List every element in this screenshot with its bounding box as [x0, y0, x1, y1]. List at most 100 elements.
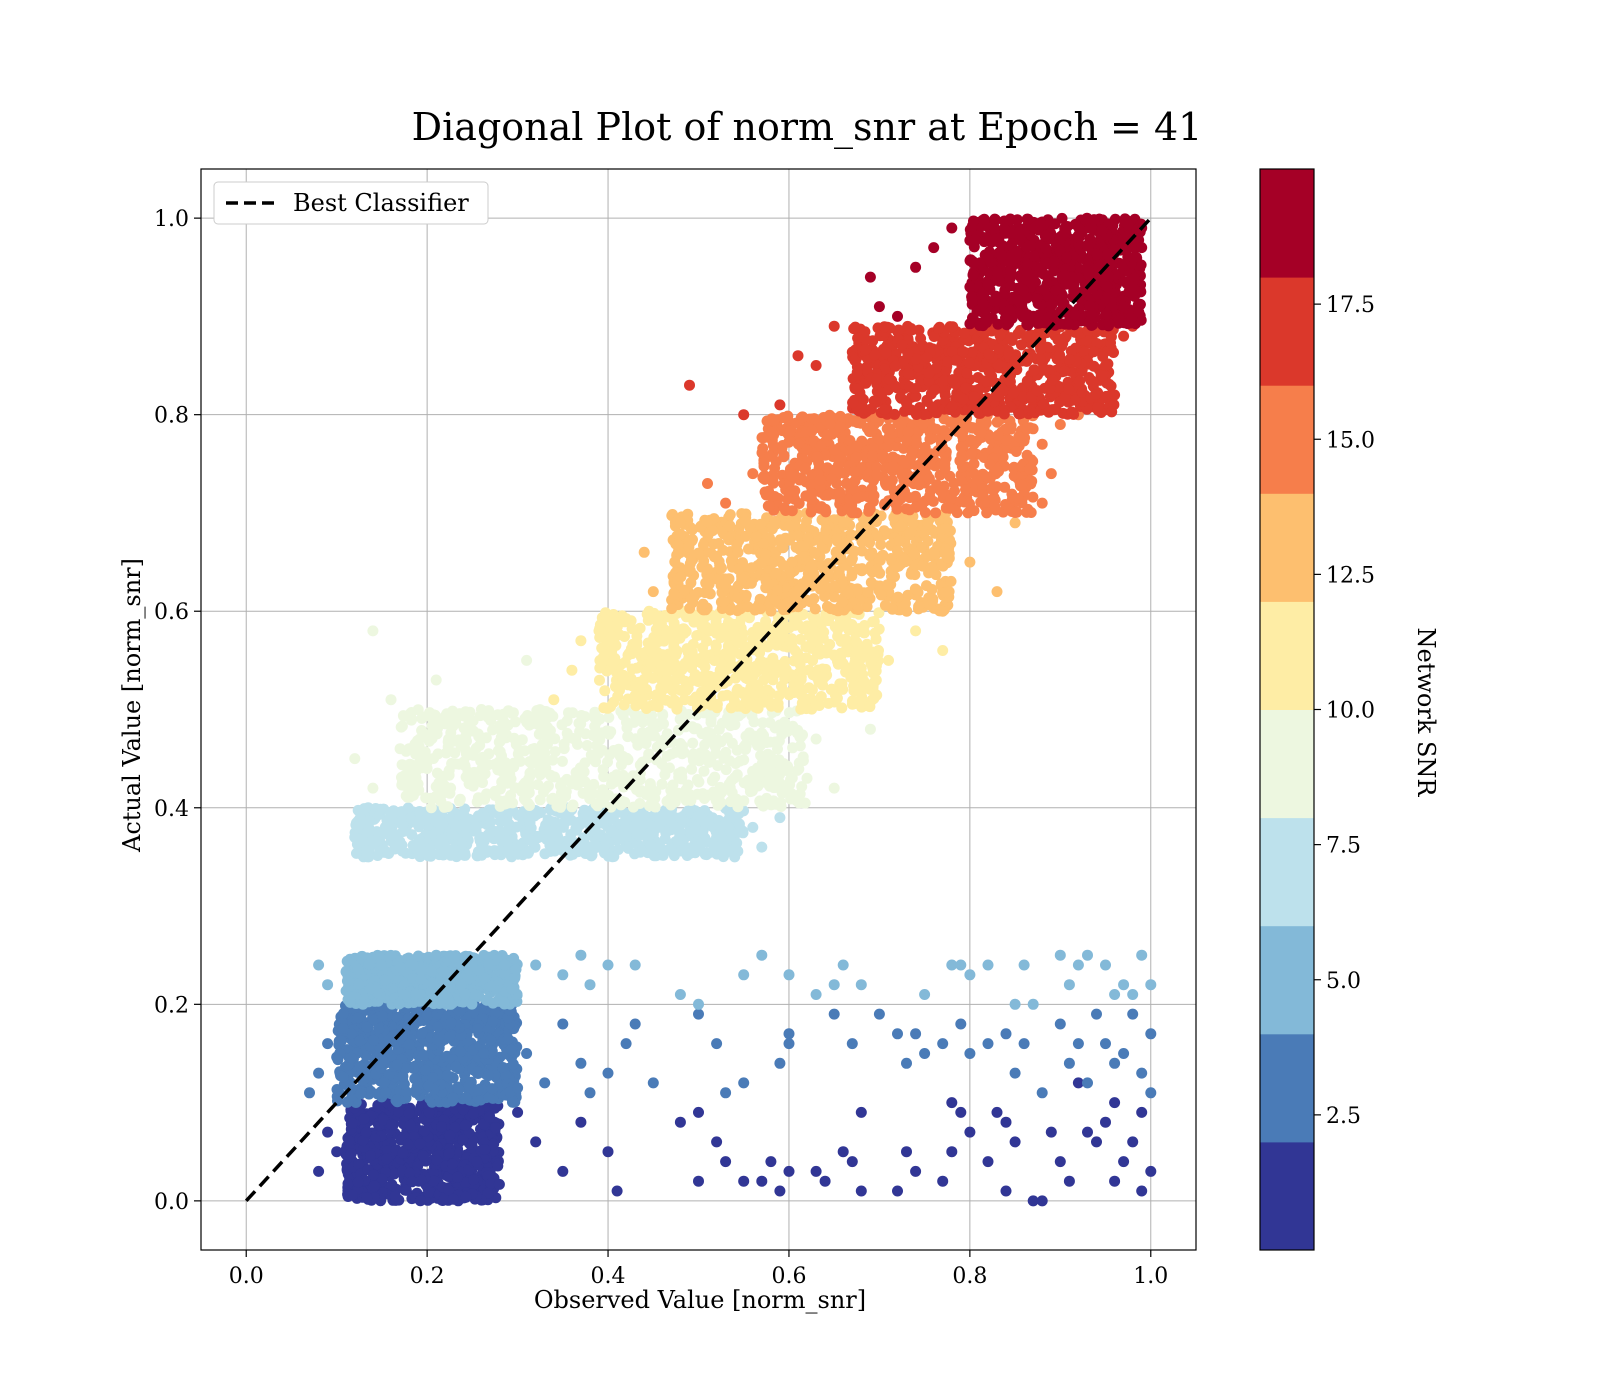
scatter-point	[466, 960, 478, 972]
scatter-point	[419, 1064, 431, 1076]
scatter-point	[492, 764, 504, 776]
scatter-point	[443, 764, 455, 776]
scatter-point	[443, 1184, 455, 1196]
scatter-point	[783, 1038, 795, 1050]
scatter-point	[381, 816, 393, 827]
scatter-point	[756, 1175, 768, 1187]
scatter-point	[848, 667, 860, 678]
scatter-point	[778, 758, 790, 770]
scatter-point	[460, 1092, 472, 1103]
scatter-point	[731, 636, 743, 648]
scatter-point	[653, 818, 665, 830]
scatter-point	[484, 980, 496, 992]
scatter-point	[742, 601, 754, 613]
scatter-point	[396, 806, 408, 818]
scatter-point	[584, 1087, 596, 1099]
scatter-point	[836, 678, 848, 690]
scatter-point	[499, 798, 511, 810]
scatter-point	[415, 1174, 427, 1186]
scatter-point	[532, 710, 543, 722]
scatter-point	[937, 1175, 949, 1187]
scatter-point	[1036, 1195, 1048, 1207]
scatter-point	[542, 711, 554, 723]
scatter-point	[575, 949, 587, 961]
scatter-point	[1136, 1106, 1148, 1118]
scatter-point	[686, 612, 698, 624]
scatter-point	[668, 850, 680, 862]
series-14-16	[702, 409, 1084, 519]
scatter-point	[493, 828, 505, 840]
x-axis-title: Observed Value [norm_snr]	[534, 1286, 866, 1314]
scatter-point	[483, 958, 495, 970]
scatter-point	[353, 820, 364, 832]
series-0-2	[313, 1077, 1157, 1207]
scatter-point	[685, 827, 696, 839]
scatter-point	[442, 801, 454, 813]
scatter-point	[398, 989, 410, 1001]
scatter-point	[470, 821, 482, 833]
scatter-point	[368, 838, 380, 850]
scatter-point	[838, 517, 850, 528]
scatter-point	[631, 639, 643, 651]
scatter-point	[741, 671, 753, 683]
scatter-point	[698, 658, 710, 670]
scatter-point	[529, 756, 541, 768]
scatter-point	[467, 988, 479, 1000]
scatter-point	[868, 648, 880, 660]
scatter-point	[600, 607, 611, 619]
scatter-point	[778, 686, 790, 697]
scatter-point	[691, 723, 703, 735]
scatter-point	[709, 771, 721, 783]
scatter-point	[686, 763, 698, 775]
scatter-point	[840, 633, 852, 645]
series-6-8	[349, 802, 786, 863]
scatter-point	[731, 769, 743, 781]
scatter-point	[436, 773, 448, 785]
scatter-point	[598, 651, 610, 663]
scatter-point	[864, 723, 876, 735]
scatter-point	[1082, 1077, 1093, 1089]
scatter-point	[485, 1177, 497, 1189]
scatter-point	[937, 1038, 949, 1050]
scatter-point	[795, 674, 807, 686]
scatter-point	[353, 978, 365, 990]
scatter-point	[783, 1028, 795, 1040]
scatter-point	[1145, 1165, 1157, 1177]
scatter-point	[448, 818, 460, 830]
scatter-point	[720, 1156, 732, 1168]
scatter-point	[637, 818, 649, 830]
scatter-point	[828, 649, 840, 661]
scatter-point	[711, 1038, 723, 1050]
scatter-point	[542, 814, 554, 826]
scatter-point	[481, 788, 492, 800]
scatter-point	[846, 1038, 858, 1050]
scatter-point	[919, 1048, 931, 1059]
scatter-point	[509, 972, 521, 984]
scatter-point	[823, 615, 834, 627]
scatter-point	[715, 736, 727, 748]
scatter-point	[364, 815, 376, 827]
scatter-point	[1127, 1136, 1139, 1148]
scatter-point	[904, 527, 916, 539]
scatter-point	[441, 1070, 453, 1082]
scatter-point	[357, 998, 369, 1010]
scatter-point	[513, 745, 525, 756]
scatter-point	[760, 765, 772, 777]
y-axis-title: Actual Value [norm_snr]	[118, 558, 146, 853]
scatter-point	[901, 1057, 912, 1069]
scatter-point	[508, 761, 520, 773]
scatter-point	[883, 654, 894, 666]
scatter-point	[510, 964, 522, 975]
scatter-point	[535, 807, 546, 819]
scatter-point	[524, 817, 536, 829]
scatter-point	[760, 575, 772, 587]
scatter-point	[946, 959, 958, 971]
scatter-point	[378, 1077, 390, 1089]
scatter-point	[670, 746, 681, 758]
scatter-point	[729, 851, 741, 863]
scatter-point	[594, 662, 606, 674]
scatter-point	[777, 659, 789, 671]
scatter-point	[1100, 1116, 1111, 1128]
scatter-point	[367, 782, 379, 794]
scatter-point	[403, 790, 415, 802]
